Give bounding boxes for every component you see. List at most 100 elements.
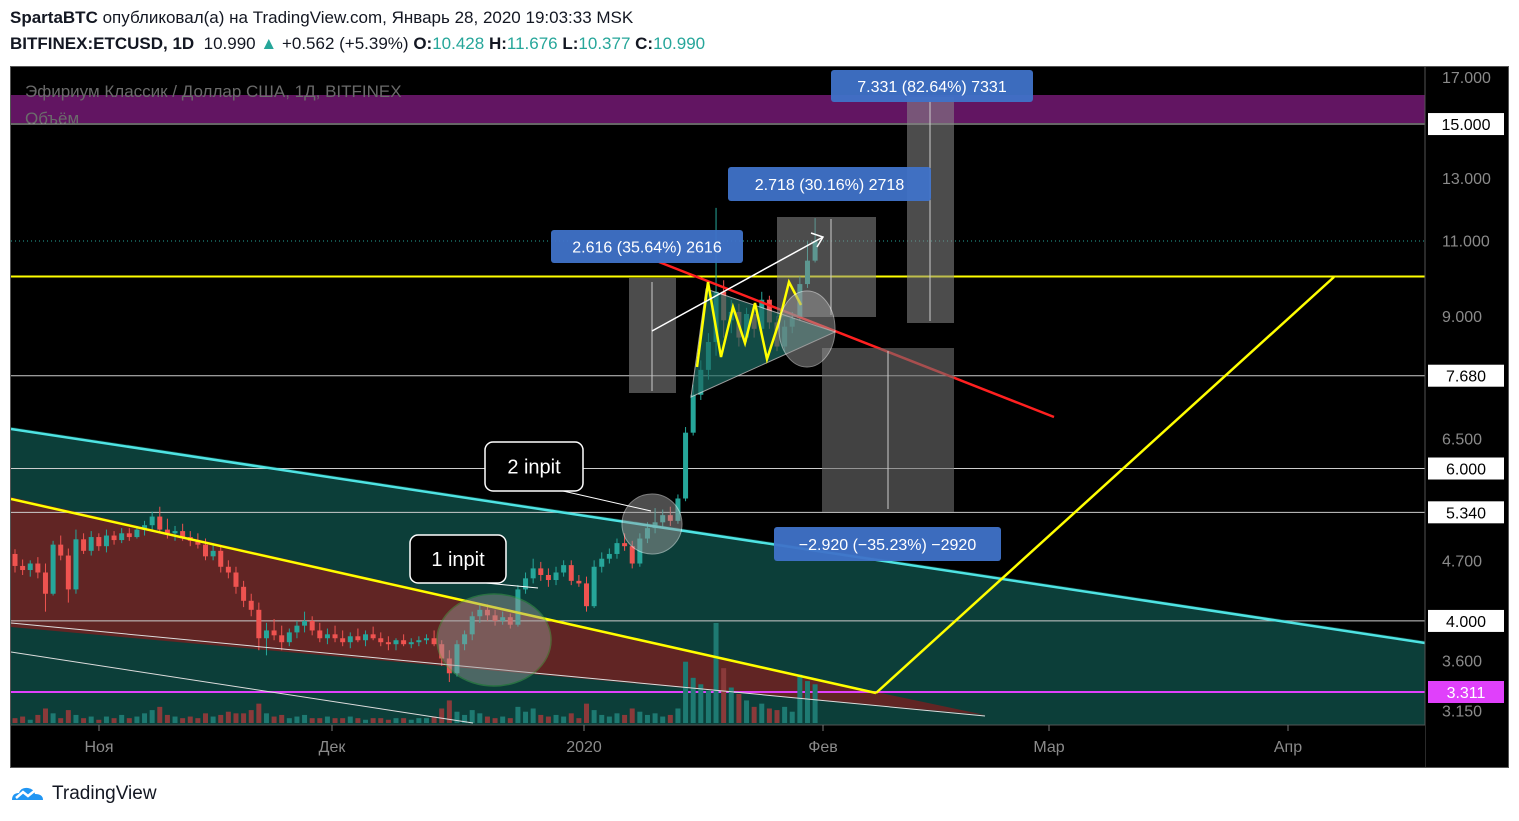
low-label: L: bbox=[562, 34, 579, 53]
volume-bar bbox=[804, 681, 810, 723]
candle bbox=[423, 634, 429, 645]
price-tag-text: 5.340 bbox=[1446, 505, 1486, 522]
candle bbox=[530, 558, 536, 584]
chart-svg[interactable]: Эфириум Классик / Доллар США, 1Д, BITFIN… bbox=[11, 67, 1508, 767]
candle bbox=[484, 604, 490, 621]
candle-body bbox=[530, 568, 536, 579]
candle bbox=[446, 650, 452, 683]
drawings[interactable] bbox=[11, 97, 1426, 724]
candle-body bbox=[42, 572, 48, 594]
price-tag-box bbox=[1428, 113, 1504, 136]
author-name[interactable]: SpartaBTC bbox=[10, 8, 98, 27]
candle-body bbox=[65, 555, 71, 590]
candle-body bbox=[454, 644, 460, 674]
volume-bar bbox=[782, 706, 788, 723]
candle bbox=[248, 593, 254, 617]
volume-bar bbox=[599, 714, 605, 723]
candle bbox=[401, 634, 407, 647]
volume-bar bbox=[507, 718, 513, 723]
candle bbox=[309, 616, 315, 636]
highlight-circle-1 bbox=[778, 290, 836, 368]
candle-body bbox=[294, 625, 300, 633]
candle-body bbox=[439, 644, 445, 659]
candle bbox=[88, 531, 94, 556]
candle bbox=[263, 622, 269, 656]
candle bbox=[126, 528, 132, 541]
price-axis-bg bbox=[1425, 67, 1508, 767]
callout-box bbox=[409, 534, 507, 584]
volume-bar bbox=[248, 710, 254, 723]
candle bbox=[584, 576, 589, 612]
candle-body bbox=[302, 620, 308, 626]
volume-bar bbox=[629, 708, 635, 723]
candle-body bbox=[584, 583, 589, 607]
volume-bar bbox=[622, 714, 628, 723]
time-tick-label: Фев bbox=[808, 739, 838, 756]
volume-bar bbox=[12, 718, 18, 723]
candle-body bbox=[347, 636, 353, 643]
volume-bar bbox=[469, 710, 475, 723]
volume-bar bbox=[759, 703, 765, 723]
candle-body bbox=[606, 553, 612, 559]
volume-bar bbox=[591, 710, 597, 723]
candle bbox=[431, 630, 437, 647]
candle bbox=[553, 566, 559, 586]
candle-body bbox=[492, 615, 498, 621]
candle bbox=[416, 636, 422, 647]
tradingview-logo-icon bbox=[12, 787, 43, 800]
price-tag-box bbox=[1428, 364, 1504, 387]
volume-bar bbox=[142, 713, 148, 723]
volume-bar bbox=[347, 716, 353, 723]
candle-body bbox=[103, 535, 109, 547]
candle bbox=[347, 632, 353, 649]
candle bbox=[454, 640, 460, 677]
volume-bar bbox=[728, 687, 734, 723]
candle bbox=[294, 620, 300, 639]
volume-bar bbox=[606, 716, 612, 723]
price-tag-text: 3.311 bbox=[1447, 685, 1486, 702]
volume-bar bbox=[454, 711, 460, 723]
candle-body bbox=[317, 630, 323, 639]
volume-bar bbox=[157, 706, 163, 723]
candle bbox=[355, 628, 361, 643]
volume-bar bbox=[302, 714, 308, 723]
yellow-trendline bbox=[11, 497, 877, 695]
candle-body bbox=[431, 638, 437, 645]
price-tick-label: 4.700 bbox=[1442, 553, 1482, 570]
candle bbox=[81, 533, 87, 554]
volume-bar bbox=[523, 711, 529, 723]
candle-body bbox=[568, 565, 574, 581]
candle bbox=[12, 549, 18, 573]
volume-bar bbox=[416, 718, 422, 723]
volume-bar bbox=[667, 714, 673, 723]
price-tick-label: 3.150 bbox=[1442, 704, 1482, 721]
volume-bar bbox=[751, 706, 757, 723]
candle-body bbox=[370, 634, 376, 639]
volume-bar bbox=[103, 716, 109, 723]
price-tag-box bbox=[1428, 681, 1504, 703]
yellow-projection-line bbox=[875, 276, 1335, 694]
price-tag-text: 4.000 bbox=[1446, 614, 1486, 631]
candle-body bbox=[35, 563, 41, 573]
candle bbox=[225, 560, 231, 579]
price-tick-label: 17.000 bbox=[1442, 70, 1491, 87]
publish-info: SpartaBTC опубликовал(а) на TradingView.… bbox=[10, 8, 633, 28]
candle-body bbox=[469, 616, 475, 635]
candle bbox=[324, 628, 330, 645]
chart-subtitle: Объём bbox=[25, 109, 79, 128]
candle bbox=[591, 560, 597, 609]
candle bbox=[256, 602, 262, 651]
candle-body bbox=[629, 546, 635, 564]
candle-body bbox=[157, 516, 163, 530]
chart-area[interactable]: Эфириум Классик / Доллар США, 1Д, BITFIN… bbox=[10, 66, 1509, 768]
candle bbox=[370, 626, 376, 641]
tradingview-brand[interactable]: TradingView bbox=[52, 783, 157, 804]
open-label: O: bbox=[413, 34, 433, 53]
candle bbox=[279, 625, 285, 651]
candle bbox=[523, 572, 529, 594]
volume-bar bbox=[766, 708, 772, 723]
volume-bar bbox=[317, 718, 323, 723]
volume-bar bbox=[241, 713, 247, 723]
callout-text: 1 inpit bbox=[431, 549, 485, 571]
candle bbox=[96, 533, 102, 551]
